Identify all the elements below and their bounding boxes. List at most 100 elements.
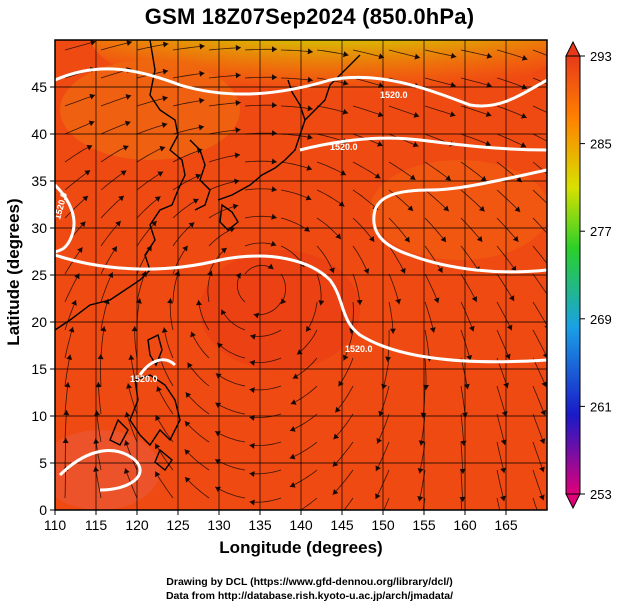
x-tick-label: 150 (371, 517, 395, 533)
streamline (532, 441, 544, 473)
streamline-arrowhead (66, 354, 73, 360)
streamline (388, 105, 420, 117)
streamline (388, 301, 394, 334)
streamline (136, 196, 161, 219)
streamline-arrowhead (97, 354, 104, 360)
streamline-arrowhead (156, 386, 162, 393)
x-tick-label: 140 (289, 517, 313, 533)
streamline (378, 385, 390, 417)
streamline (172, 270, 180, 303)
streamline (64, 437, 67, 471)
wind-streamlines (62, 40, 563, 528)
streamline-arrowhead (199, 97, 205, 104)
streamline (532, 217, 547, 234)
streamline-arrowhead (538, 494, 545, 501)
streamline-arrowhead (249, 359, 256, 366)
streamline-arrowhead (466, 354, 473, 361)
x-tick-label: 145 (330, 517, 354, 533)
streamline-arrowhead (377, 111, 384, 118)
streamline-arrowhead (338, 380, 344, 387)
streamline (64, 273, 80, 303)
streamline-arrowhead (540, 409, 546, 416)
streamline (532, 245, 547, 265)
streamline-arrowhead (404, 236, 410, 243)
streamline (460, 329, 471, 361)
streamline (496, 105, 527, 119)
streamline-arrowhead (128, 354, 135, 360)
streamline-arrowhead (500, 439, 507, 446)
streamline-arrowhead (235, 44, 241, 51)
streamline (100, 195, 125, 219)
streamline (208, 205, 239, 219)
streamline-arrowhead (539, 522, 545, 528)
streamline (155, 414, 174, 443)
streamline (208, 154, 241, 163)
streamline-arrowhead (368, 236, 375, 242)
streamline (154, 443, 174, 471)
streamline (64, 41, 96, 51)
streamline (97, 382, 102, 415)
x-tick-label: 110 (44, 517, 67, 533)
streamline (460, 105, 492, 117)
streamline-arrowhead (335, 406, 341, 413)
streamline-arrowhead (125, 94, 132, 100)
streamline (280, 77, 313, 81)
x-tick-label: 130 (207, 517, 231, 533)
streamline (280, 217, 310, 232)
streamline (190, 331, 210, 359)
streamline-arrowhead (332, 461, 339, 467)
y-tick-label: 30 (31, 220, 47, 236)
streamline-arrowhead (329, 267, 335, 274)
streamline (420, 413, 426, 446)
streamline-arrowhead (500, 467, 506, 474)
streamline (424, 161, 452, 181)
streamline-arrowhead (307, 76, 313, 83)
streamline-arrowhead (235, 72, 241, 79)
y-axis-ticks: 0 5 10 15 20 25 30 35 40 45 (31, 79, 55, 518)
streamline-arrowhead (429, 327, 436, 333)
streamline-arrowhead (289, 482, 296, 488)
streamline (460, 441, 464, 474)
streamline (187, 362, 210, 387)
streamline-arrowhead (190, 331, 196, 338)
streamline (216, 342, 246, 359)
streamline (244, 160, 277, 163)
temperature-field (55, 40, 547, 510)
streamline (316, 273, 322, 306)
streamline-arrowhead (235, 272, 241, 279)
x-tick-label: 165 (494, 517, 518, 533)
streamline (64, 354, 71, 387)
streamline (388, 49, 421, 59)
streamline-arrowhead (184, 421, 191, 427)
streamline (127, 383, 138, 415)
y-tick-label: 5 (39, 455, 47, 471)
streamline-arrowhead (291, 511, 297, 516)
streamline-arrowhead (557, 57, 563, 62)
streamline (100, 220, 122, 247)
streamline (100, 170, 127, 191)
y-tick-label: 25 (31, 267, 47, 283)
streamline (305, 301, 318, 332)
streamline (388, 161, 416, 181)
streamline (352, 49, 385, 58)
streamline (136, 146, 166, 163)
contour-label: 1520.0 (330, 142, 358, 152)
streamline-arrowhead (418, 440, 425, 446)
streamline-arrowhead (95, 382, 102, 388)
streamline (496, 245, 517, 272)
x-tick-label: 160 (453, 517, 477, 533)
streamline-arrowhead (437, 266, 443, 273)
streamline (249, 497, 282, 503)
map-title: GSM 18Z07Sep2024 (850.0hPa) (144, 4, 475, 29)
streamline-arrowhead (185, 392, 192, 399)
streamline (316, 189, 345, 207)
streamline (352, 273, 361, 306)
credit-drawing: Drawing by DCL (https://www.gfd-dennou.o… (166, 576, 453, 588)
streamline (424, 77, 457, 87)
streamline-arrowhead (267, 263, 274, 270)
streamline-arrowhead (290, 399, 297, 405)
streamline (289, 413, 318, 432)
streamline (64, 409, 67, 443)
streamline (290, 385, 318, 405)
streamline (532, 133, 547, 142)
